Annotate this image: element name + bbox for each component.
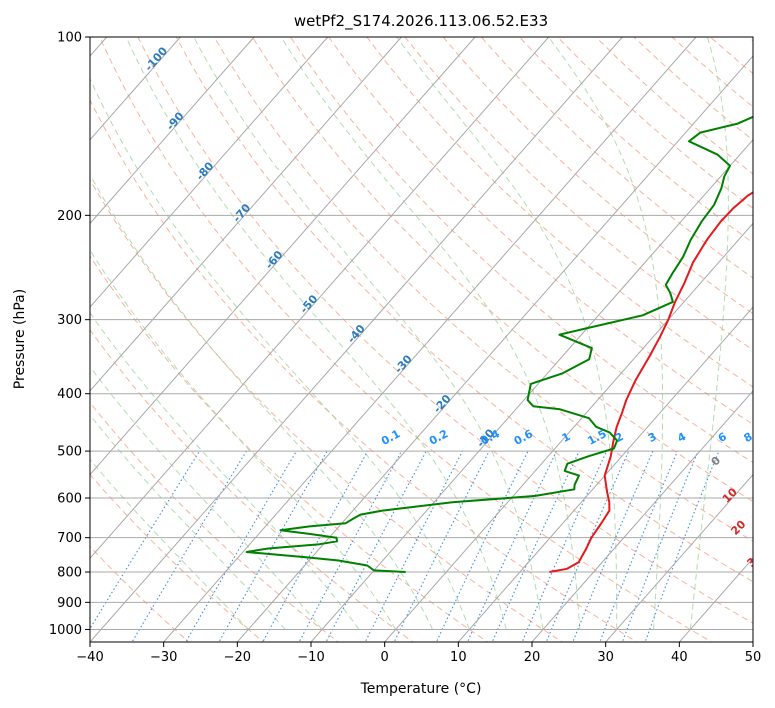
mixing-ratio-line (298, 450, 402, 642)
background-grid (90, 37, 753, 642)
x-axis-label: Temperature (°C) (360, 681, 482, 697)
y-tick-label: 400 (57, 387, 82, 402)
moist-adiabat (125, 37, 507, 630)
dry-adiabat-label: 30 (744, 549, 764, 569)
mixing-ratio-line (572, 450, 654, 642)
dry-adiabat (90, 98, 638, 642)
x-tick-label: 50 (745, 650, 762, 665)
dry-adiabat (213, 37, 753, 542)
isotherm-line (90, 37, 623, 642)
isotherm-line (605, 473, 753, 642)
isotherm-line (90, 37, 255, 225)
x-tick-label: −30 (150, 650, 177, 665)
isotherm-line (531, 390, 753, 642)
moist-adiabat (396, 37, 618, 630)
mixing-ratio-line (621, 450, 699, 642)
y-axis-label: Pressure (hPa) (12, 289, 28, 389)
dewpoint-profile (245, 115, 753, 573)
moist-adiabat (689, 37, 729, 630)
x-tick-label: −20 (224, 650, 251, 665)
y-tick-label: 1000 (49, 623, 82, 638)
moist-adiabat (90, 311, 360, 630)
dry-adiabat (404, 37, 753, 351)
mixing-ratio-line (435, 450, 529, 642)
isotherm-line (163, 37, 697, 642)
mixing-ratio-line (185, 450, 297, 642)
x-tick-label: 30 (597, 650, 614, 665)
x-tick-label: 10 (450, 650, 467, 665)
moist-adiabat (90, 249, 397, 630)
isotherm-line (384, 222, 753, 642)
isotherm-line (90, 37, 476, 476)
moist-adiabat (90, 458, 249, 630)
dry-adiabat (251, 37, 753, 503)
y-tick-label: 700 (57, 531, 82, 546)
moist-adiabat (90, 173, 433, 630)
dry-adiabat (90, 401, 340, 642)
y-tick-label: 800 (57, 566, 82, 581)
x-tick-label: 0 (381, 650, 389, 665)
isotherm-line (90, 37, 402, 392)
isotherm-line (90, 37, 550, 560)
mixing-ratio-line (364, 450, 463, 642)
moist-adiabat (90, 414, 286, 630)
moist-adiabat (90, 77, 470, 630)
chart-title: wetPf2_S174.2026.113.06.52.E33 (294, 12, 548, 31)
axis-ticks: −40 −30 −20 −10 0 10 20 30 40 50 100 200 300 400 500 60… (49, 31, 761, 666)
data-lines (245, 115, 753, 573)
y-tick-label: 500 (57, 445, 82, 460)
moist-adiabat (280, 37, 581, 630)
isotherm-line (90, 37, 181, 141)
moist-adiabat (547, 37, 664, 630)
isotherm-line (90, 37, 329, 308)
dry-adiabat (442, 37, 753, 315)
plot-frame (89, 36, 754, 643)
x-tick-label: −10 (297, 650, 324, 665)
moist-adiabat (193, 37, 544, 630)
mixing-ratio-label: 8 (742, 430, 755, 445)
temperature-profile (549, 191, 753, 573)
y-tick-label: 600 (57, 492, 82, 507)
mixing-ratio-line (599, 450, 679, 642)
isotherm-line (236, 55, 753, 642)
isotherm-line (457, 306, 753, 642)
mixing-ratio-line (90, 450, 200, 630)
x-tick-label: −40 (76, 650, 103, 665)
isotherm-line (310, 138, 753, 642)
y-tick-label: 300 (57, 313, 82, 328)
y-tick-label: 200 (57, 209, 82, 224)
x-tick-label: 40 (671, 650, 688, 665)
x-tick-label: 20 (524, 650, 541, 665)
y-tick-label: 100 (57, 31, 82, 46)
y-tick-label: 900 (57, 596, 82, 611)
